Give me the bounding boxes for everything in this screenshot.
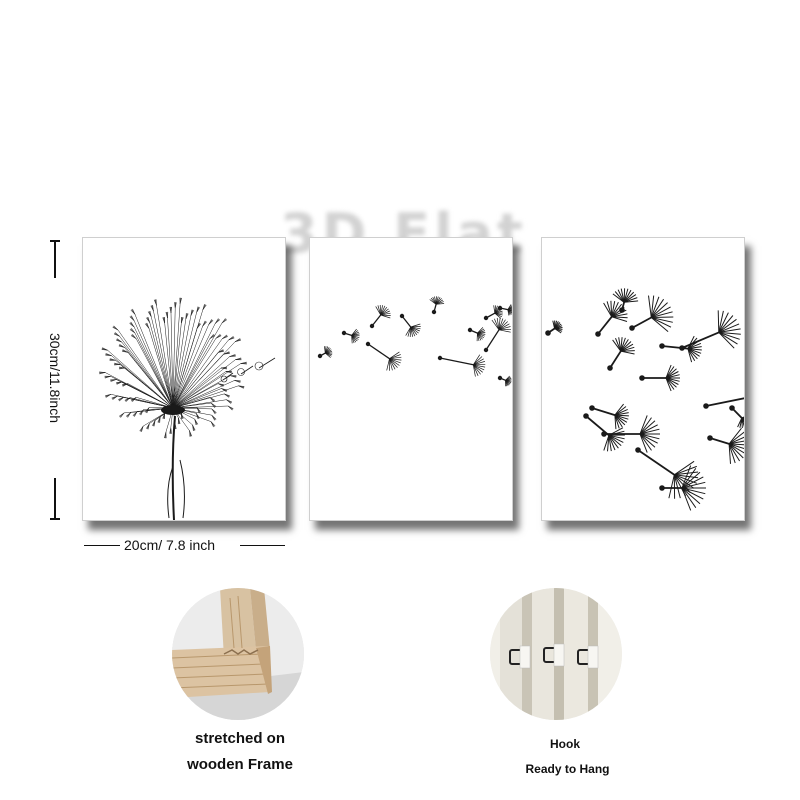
dandelion-head-illustration: [99, 297, 276, 520]
height-dimension-cap-bottom: [50, 518, 60, 520]
hook-caption-line2: Ready to Hang: [525, 762, 610, 776]
art-panel-left: [82, 237, 286, 521]
width-dimension-line-right: [240, 545, 285, 546]
frame-caption-line2: wooden Frame: [187, 756, 293, 773]
hook-caption-line1: Hook: [550, 737, 580, 751]
height-dimension-cap-top: [50, 240, 60, 242]
frame-caption-line1: stretched on: [194, 730, 285, 747]
width-dimension-label: 20cm/ 7.8 inch: [124, 537, 216, 553]
floating-seeds-illustration: [317, 296, 512, 387]
art-panel-right: [541, 237, 745, 521]
wooden-frame-photo: [172, 588, 304, 720]
height-dimension-label: 30cm/11.8inch: [45, 278, 65, 478]
width-dimension-line-left: [84, 545, 120, 546]
art-panel-middle: [309, 237, 513, 521]
large-seeds-illustration: [545, 288, 744, 511]
hanging-hook-photo: [490, 588, 622, 720]
